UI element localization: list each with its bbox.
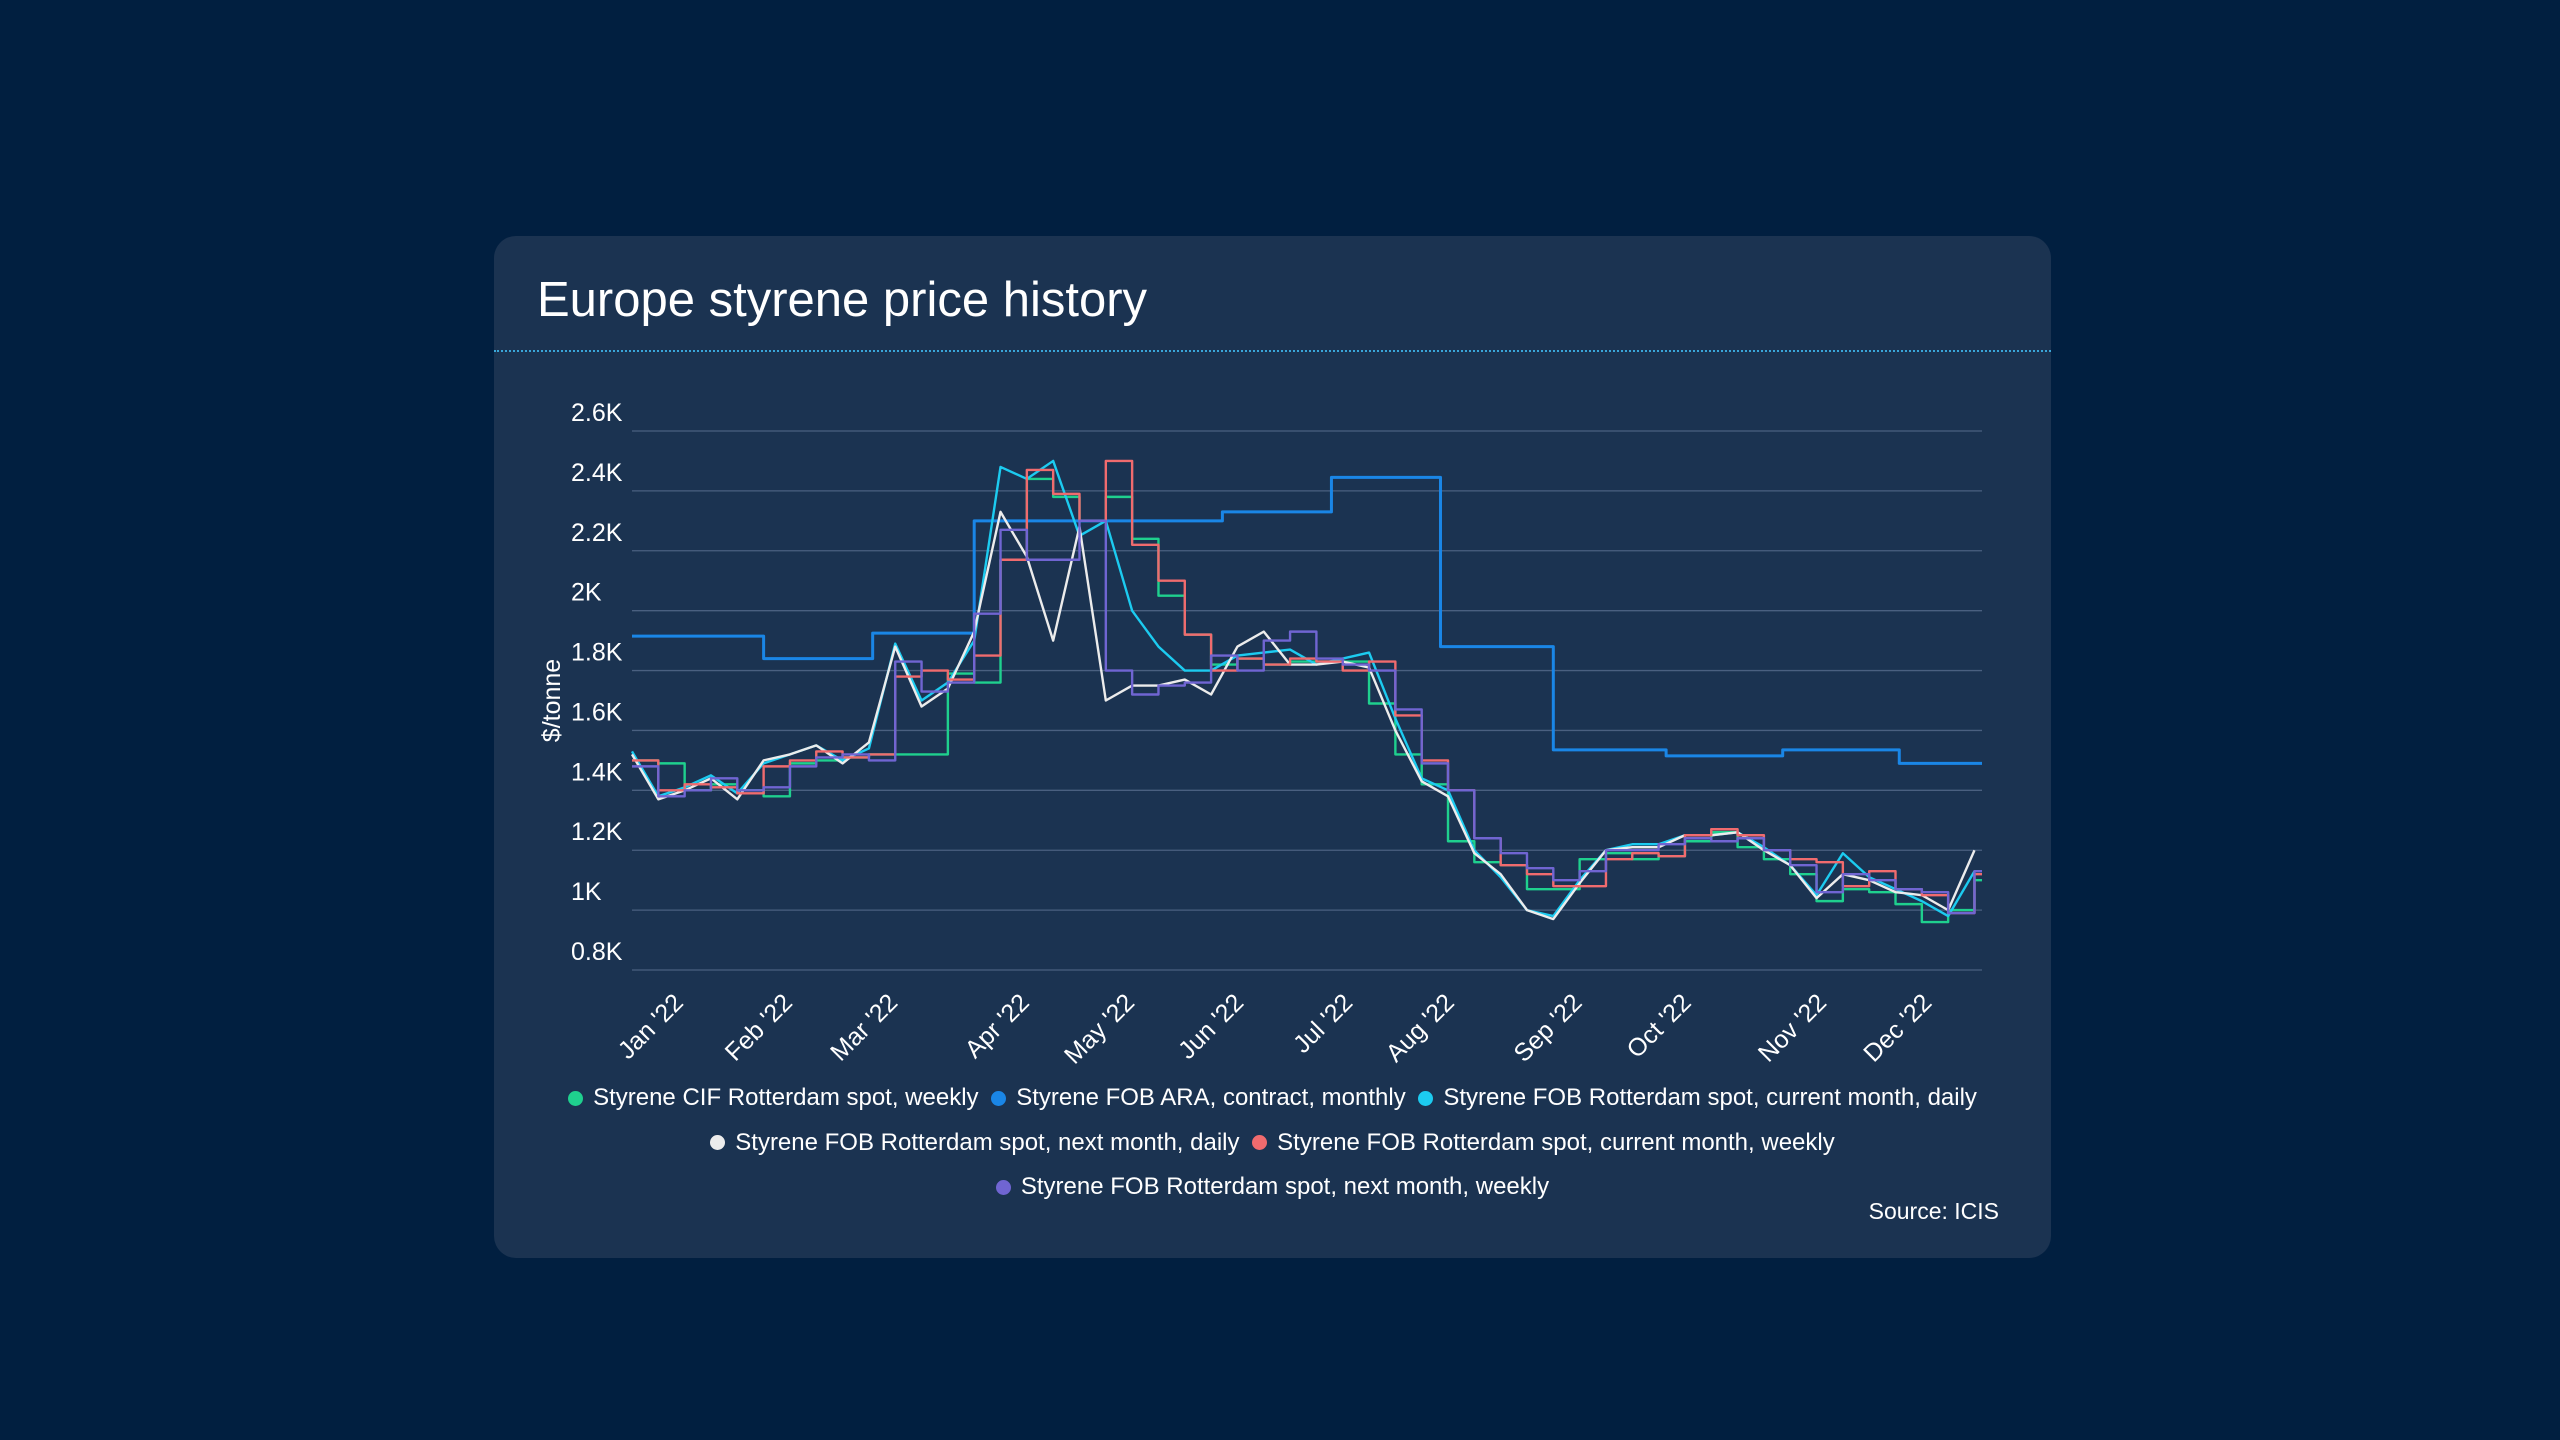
y-tick-label: 1K <box>571 878 602 906</box>
legend-label: Styrene CIF Rotterdam spot, weekly <box>593 1084 979 1111</box>
series-line-0 <box>632 477 1982 924</box>
legend: Styrene CIF Rotterdam spot, weekly Styre… <box>534 1076 2011 1210</box>
legend-item[interactable]: Styrene FOB ARA, contract, monthly <box>991 1076 1406 1120</box>
x-tick-label: Mar '22 <box>825 988 903 1066</box>
y-axis-title: $/tonne <box>538 659 566 742</box>
legend-item[interactable]: Styrene FOB Rotterdam spot, current mont… <box>1418 1076 1977 1120</box>
plot-area: 2.6K 2.4K 2.2K 2K 1.8K 1.6K 1.4K 1.2K 1K 0.8K $/to… <box>538 399 1982 1070</box>
x-tick-label: Dec '22 <box>1858 988 1937 1067</box>
y-tick-label: 1.4K <box>571 758 623 786</box>
y-tick-label: 2.2K <box>571 519 623 547</box>
x-tick-label: Jun '22 <box>1173 988 1249 1064</box>
legend-item[interactable]: Styrene FOB Rotterdam spot, next month, … <box>710 1121 1240 1165</box>
y-tick-label: 0.8K <box>571 938 623 966</box>
legend-row: Styrene FOB Rotterdam spot, next month, … <box>534 1121 2011 1166</box>
chart-card: Europe styrene price history 2.6K 2.4K 2.2… <box>494 236 2051 1258</box>
x-tick-label: Sep '22 <box>1508 988 1587 1067</box>
legend-item[interactable]: Styrene FOB Rotterdam spot, current mont… <box>1252 1121 1835 1165</box>
series-line-2 <box>630 459 1976 918</box>
x-tick-label: Jan '22 <box>613 988 689 1064</box>
legend-item[interactable]: Styrene FOB Rotterdam spot, next month, … <box>995 1165 1550 1209</box>
y-tick-label: 1.6K <box>571 698 623 726</box>
series-line-3 <box>630 510 1976 921</box>
source-note: Source: ICIS <box>1868 1198 1999 1224</box>
legend-row: Styrene CIF Rotterdam spot, weekly Styre… <box>534 1076 2011 1121</box>
legend-label: Styrene FOB ARA, contract, monthly <box>1016 1084 1406 1111</box>
legend-label: Styrene FOB Rotterdam spot, next month, … <box>1020 1173 1550 1200</box>
x-tick-label: Oct '22 <box>1621 988 1696 1063</box>
x-tick-label: Apr '22 <box>960 988 1035 1063</box>
legend-dot-2 <box>1418 1090 1434 1106</box>
x-tick-label: Feb '22 <box>720 988 798 1066</box>
y-tick-label: 2.6K <box>571 399 623 427</box>
legend-row: Styrene FOB Rotterdam spot, next month, … <box>534 1165 2011 1210</box>
y-tick-label: 2.4K <box>571 459 623 487</box>
legend-dot-0 <box>568 1090 584 1106</box>
chart-title: Europe styrene price history <box>537 273 1148 327</box>
series-line-5 <box>632 519 1982 915</box>
series-line-4 <box>632 459 1982 915</box>
x-tick-label: Aug '22 <box>1381 988 1460 1067</box>
legend-item[interactable]: Styrene CIF Rotterdam spot, weekly <box>568 1076 979 1120</box>
title-divider <box>494 350 2051 352</box>
legend-dot-1 <box>991 1090 1007 1106</box>
y-tick-label: 1.2K <box>571 818 623 846</box>
legend-dot-3 <box>710 1135 726 1150</box>
x-tick-label: Nov '22 <box>1753 988 1832 1067</box>
y-tick-label: 1.8K <box>571 639 623 667</box>
legend-label: Styrene FOB Rotterdam spot, current mont… <box>1443 1084 1977 1111</box>
y-tick-label: 2K <box>571 579 602 607</box>
legend-label: Styrene FOB Rotterdam spot, next month, … <box>735 1128 1240 1156</box>
x-tick-label: May '22 <box>1059 988 1140 1069</box>
x-tick-label: Jul '22 <box>1288 988 1358 1058</box>
legend-label: Styrene FOB Rotterdam spot, current mont… <box>1277 1128 1835 1156</box>
legend-dot-4 <box>1252 1135 1268 1150</box>
series-line-1 <box>632 475 1982 765</box>
legend-dot-5 <box>995 1179 1011 1195</box>
